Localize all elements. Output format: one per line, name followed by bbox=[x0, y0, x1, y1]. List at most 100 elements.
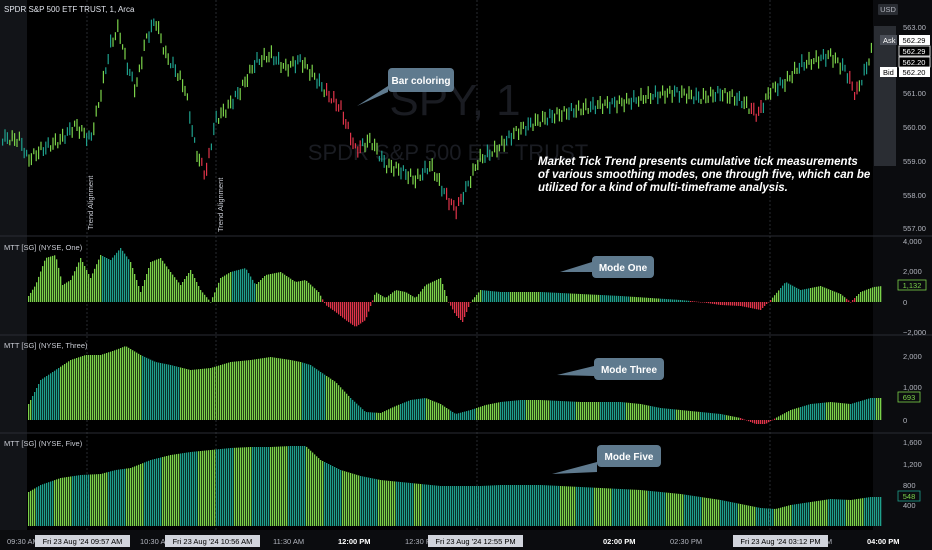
price-bar bbox=[592, 96, 594, 110]
histogram-bar bbox=[396, 290, 398, 302]
histogram-bar bbox=[714, 413, 716, 420]
price-bar bbox=[316, 78, 318, 89]
callout-mode-five[interactable] bbox=[597, 445, 661, 467]
histogram-bar bbox=[48, 374, 50, 420]
price-bar bbox=[443, 188, 445, 195]
price-bar bbox=[198, 153, 200, 167]
histogram-bar bbox=[198, 369, 200, 420]
histogram-bar bbox=[342, 470, 344, 526]
histogram-bar bbox=[298, 446, 300, 526]
histogram-bar bbox=[154, 361, 156, 420]
histogram-bar bbox=[354, 401, 356, 420]
histogram-bar bbox=[304, 446, 306, 526]
histogram-bar bbox=[40, 271, 42, 302]
histogram-bar bbox=[260, 447, 262, 526]
histogram-bar bbox=[686, 494, 688, 526]
ask-value: 562.29 bbox=[903, 36, 926, 45]
histogram-bar bbox=[140, 292, 142, 302]
price-bar bbox=[736, 92, 738, 106]
price-bar bbox=[381, 150, 383, 162]
callout-bar-coloring[interactable] bbox=[388, 68, 454, 92]
histogram-bar bbox=[166, 364, 168, 420]
price-bar bbox=[42, 147, 44, 156]
pane-label-one[interactable]: MTT [SG] (NYSE, One) bbox=[4, 243, 83, 252]
price-bar bbox=[618, 95, 620, 104]
histogram-bar bbox=[258, 282, 260, 302]
price-bar bbox=[501, 135, 503, 146]
histogram-bar bbox=[382, 412, 384, 420]
histogram-bar bbox=[462, 412, 464, 420]
histogram-bar bbox=[624, 402, 626, 420]
histogram-bar bbox=[296, 281, 298, 302]
pane-label-three[interactable]: MTT [SG] (NYSE, Three) bbox=[4, 341, 88, 350]
callout-mode-one[interactable] bbox=[592, 256, 654, 278]
price-bar bbox=[544, 111, 546, 125]
histogram-bar bbox=[578, 293, 580, 302]
price-bar bbox=[393, 166, 395, 177]
histogram-bar bbox=[792, 409, 794, 420]
histogram-bar bbox=[420, 398, 422, 420]
histogram-bar bbox=[640, 297, 642, 302]
histogram-bar bbox=[852, 499, 854, 526]
histogram-bar bbox=[808, 404, 810, 420]
callout-mode-three[interactable] bbox=[594, 358, 664, 380]
axis-scrollbar[interactable] bbox=[874, 26, 896, 166]
histogram-mode-one[interactable] bbox=[28, 248, 882, 327]
date-crosshair-tag bbox=[428, 535, 523, 547]
price-bar bbox=[537, 114, 539, 126]
histogram-bar bbox=[594, 402, 596, 420]
price-bar bbox=[832, 55, 834, 68]
price-bar bbox=[465, 181, 467, 193]
price-bar bbox=[700, 98, 702, 104]
histogram-bar bbox=[410, 400, 412, 420]
price-bar bbox=[822, 49, 824, 60]
price-bar bbox=[486, 144, 488, 158]
histogram-bar bbox=[212, 367, 214, 420]
histogram-bar bbox=[798, 407, 800, 420]
histogram-bar bbox=[544, 292, 546, 302]
time-axis-label: 02:00 PM bbox=[603, 537, 636, 546]
histogram-bar bbox=[476, 294, 478, 302]
price-bar bbox=[626, 92, 628, 104]
price-bars[interactable] bbox=[2, 18, 872, 220]
histogram-bar bbox=[458, 302, 460, 318]
histogram-bar bbox=[870, 288, 872, 302]
price-bar bbox=[215, 110, 217, 123]
histogram-mode-five[interactable] bbox=[28, 446, 882, 526]
histogram-bar bbox=[814, 501, 816, 526]
price-bar bbox=[230, 95, 232, 109]
price-bar bbox=[177, 73, 179, 81]
histogram-bar bbox=[782, 507, 784, 526]
price-bar bbox=[366, 134, 368, 148]
histogram-bar bbox=[682, 494, 684, 526]
histogram-bar bbox=[598, 487, 600, 526]
histogram-bar bbox=[426, 284, 428, 302]
histogram-bar bbox=[816, 403, 818, 420]
histogram-bar bbox=[436, 485, 438, 526]
histogram-bar bbox=[44, 483, 46, 526]
price-bar bbox=[690, 89, 692, 100]
histogram-bar bbox=[204, 368, 206, 420]
histogram-bar bbox=[370, 478, 372, 526]
histogram-mode-three[interactable] bbox=[28, 346, 882, 424]
price-bar bbox=[206, 162, 208, 176]
pane-label-five[interactable]: MTT [SG] (NYSE, Five) bbox=[4, 439, 83, 448]
histogram-bar bbox=[760, 302, 762, 310]
histogram-bar bbox=[114, 350, 116, 420]
histogram-bar bbox=[662, 492, 664, 526]
symbol-title[interactable]: SPDR S&P 500 ETF TRUST, 1, Arca bbox=[4, 5, 135, 14]
indicator-axes[interactable]: 4,0002,0000−2,0002,0001,00001,6001,20080… bbox=[903, 237, 926, 510]
price-bar bbox=[693, 96, 695, 105]
histogram-bar bbox=[378, 479, 380, 526]
histogram-bar bbox=[580, 487, 582, 526]
histogram-bar bbox=[84, 474, 86, 526]
currency-button[interactable] bbox=[878, 4, 898, 15]
histogram-bar bbox=[152, 261, 154, 302]
histogram-bar bbox=[852, 300, 854, 302]
histogram-bar bbox=[410, 483, 412, 526]
price-bar bbox=[803, 62, 805, 71]
histogram-bar bbox=[236, 447, 238, 526]
time-axis[interactable]: 09:30 AM 10:30 AM 11:30 AM 12:00 PM 12:30 PM… bbox=[7, 535, 900, 547]
histogram-bar bbox=[426, 484, 428, 526]
